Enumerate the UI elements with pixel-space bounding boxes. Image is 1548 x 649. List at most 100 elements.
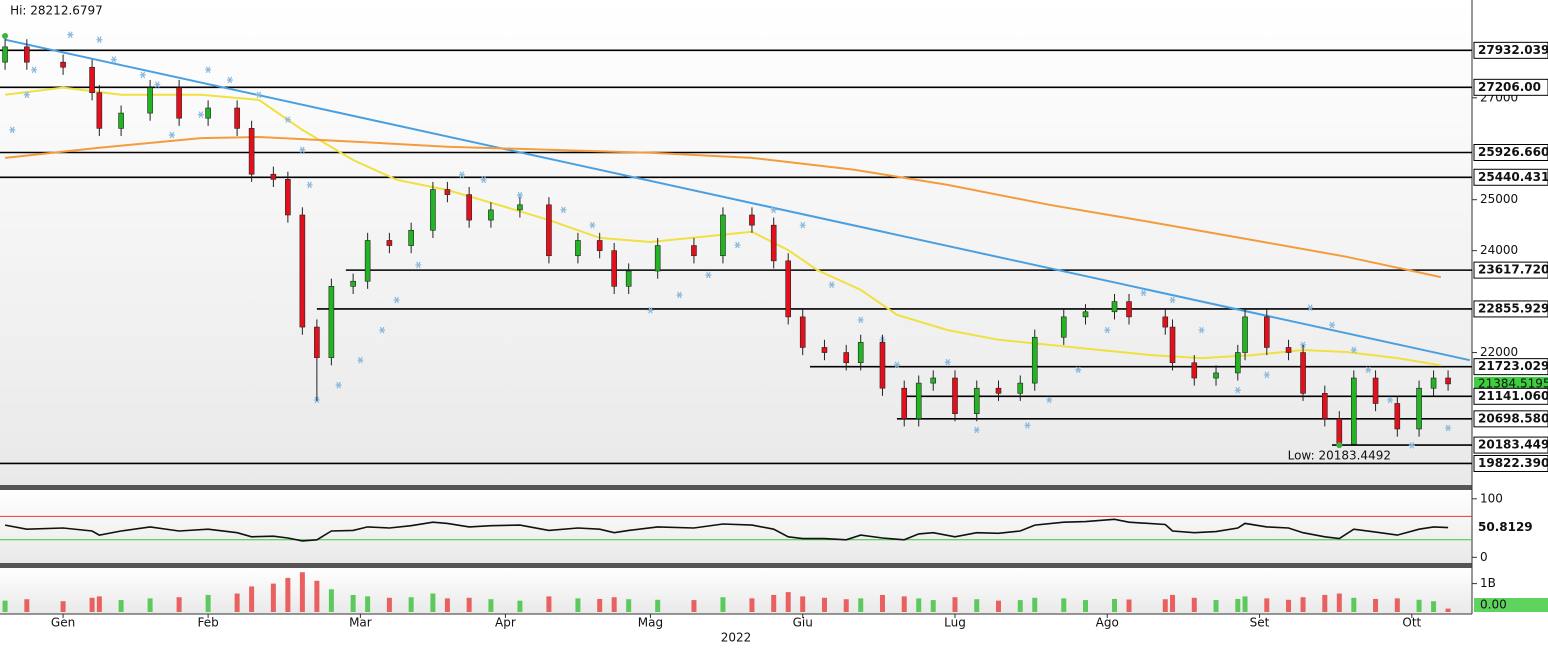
last-price-label: 21384.5195 xyxy=(1478,376,1548,390)
level-label: 19822.3906 xyxy=(1478,456,1548,470)
volume-bar xyxy=(1126,599,1132,612)
candle-body xyxy=(799,316,806,348)
candle-body xyxy=(386,240,393,246)
level-label-box xyxy=(1473,436,1548,454)
sar-point xyxy=(1329,321,1336,329)
candle-body xyxy=(430,189,436,231)
level-label: 25440.4316 xyxy=(1478,170,1548,184)
candle-body xyxy=(517,204,523,211)
volume-bar xyxy=(386,597,392,612)
candle-body xyxy=(299,214,306,328)
candle-body xyxy=(749,214,755,226)
sar-point xyxy=(973,426,980,434)
candle-body xyxy=(466,194,472,221)
candle-body xyxy=(444,189,451,195)
volume-bar xyxy=(1336,593,1342,612)
indicator-line xyxy=(4,38,1471,362)
volume-bar xyxy=(408,597,414,612)
candle-body xyxy=(1111,301,1118,313)
candle-body xyxy=(1060,316,1067,338)
volume-bar xyxy=(1286,599,1292,612)
volume-bar xyxy=(147,598,153,612)
x-tick-label: Apr xyxy=(495,616,516,630)
volume-bar xyxy=(270,583,276,612)
candle-body xyxy=(1445,377,1451,385)
sar-point xyxy=(1307,304,1314,312)
candle-body xyxy=(915,382,922,420)
volume-bar xyxy=(575,598,581,612)
volume-bar xyxy=(995,600,1001,612)
sar-point xyxy=(335,381,342,389)
volume-bar xyxy=(1112,598,1118,612)
candle-body xyxy=(488,209,494,221)
sar-point xyxy=(516,191,523,199)
sar-point xyxy=(1408,441,1415,449)
volume-bar xyxy=(1191,597,1197,612)
volume-bar xyxy=(299,572,305,612)
volume-bar xyxy=(249,586,255,612)
volume-bar xyxy=(720,597,726,612)
sar-point xyxy=(1104,326,1111,334)
volume-bar xyxy=(1235,598,1241,612)
x-tick-label: Ott xyxy=(1402,616,1421,630)
volume-current-box xyxy=(1474,598,1548,612)
candle-body xyxy=(952,377,958,414)
sar-point xyxy=(284,116,291,124)
candle-body xyxy=(60,61,66,68)
volume-bar xyxy=(205,594,211,612)
rsi-line xyxy=(4,518,1449,542)
level-label: 20183.4492 xyxy=(1478,438,1548,452)
volume-bar xyxy=(626,599,632,612)
level-label-box xyxy=(1473,168,1548,186)
sar-point xyxy=(799,221,806,229)
candle-body xyxy=(285,179,291,216)
sar-point xyxy=(139,71,146,79)
volume-bar xyxy=(466,597,472,612)
sar-point xyxy=(1024,422,1031,429)
sar-point xyxy=(357,356,364,364)
sar-point xyxy=(705,271,712,279)
volume-bar xyxy=(952,597,958,612)
sar-point xyxy=(1140,289,1147,297)
sar-point xyxy=(306,181,313,189)
x-tick-label: Ago xyxy=(1096,616,1119,630)
sar-point xyxy=(255,91,262,99)
candle-body xyxy=(691,245,697,257)
sar-point xyxy=(1387,396,1394,404)
volume-bar xyxy=(2,600,8,612)
level-label: 21141.0605 xyxy=(1478,389,1548,403)
x-tick-label: Feb xyxy=(197,616,218,630)
candle-body xyxy=(328,286,335,358)
candle-body xyxy=(364,240,371,282)
volume-bar xyxy=(1083,600,1089,612)
candle-body xyxy=(625,270,632,287)
volume-bar xyxy=(1032,597,1038,612)
candle-body xyxy=(1169,326,1176,364)
volume-bar xyxy=(785,592,791,612)
sar-point xyxy=(1198,326,1205,334)
volume-bar xyxy=(1431,601,1437,612)
level-label-box xyxy=(1473,78,1548,96)
sar-point xyxy=(393,296,400,304)
level-label-box xyxy=(1473,261,1548,279)
annotation: Low: 20183.4492 xyxy=(1288,449,1391,463)
sar-point xyxy=(154,81,161,88)
candle-body xyxy=(248,128,255,175)
candle-body xyxy=(1394,403,1401,430)
indicator-line xyxy=(4,135,1442,279)
volume-bar xyxy=(328,589,334,612)
volume-bar xyxy=(858,598,864,612)
volume-bar xyxy=(974,599,980,612)
x-tick-label: Lug xyxy=(944,616,966,630)
level-label: 22855.9297 xyxy=(1478,301,1548,315)
y-tick-label: 1B xyxy=(1480,576,1496,590)
sar-point xyxy=(828,281,835,289)
candle-body xyxy=(1351,377,1357,445)
candle-body xyxy=(575,240,581,257)
candle-body xyxy=(270,173,277,180)
volume-bar xyxy=(96,596,102,612)
candle-body xyxy=(1162,316,1169,328)
level-label: 21723.0293 xyxy=(1478,359,1548,373)
candle-body xyxy=(720,214,726,257)
sar-point xyxy=(197,111,204,118)
